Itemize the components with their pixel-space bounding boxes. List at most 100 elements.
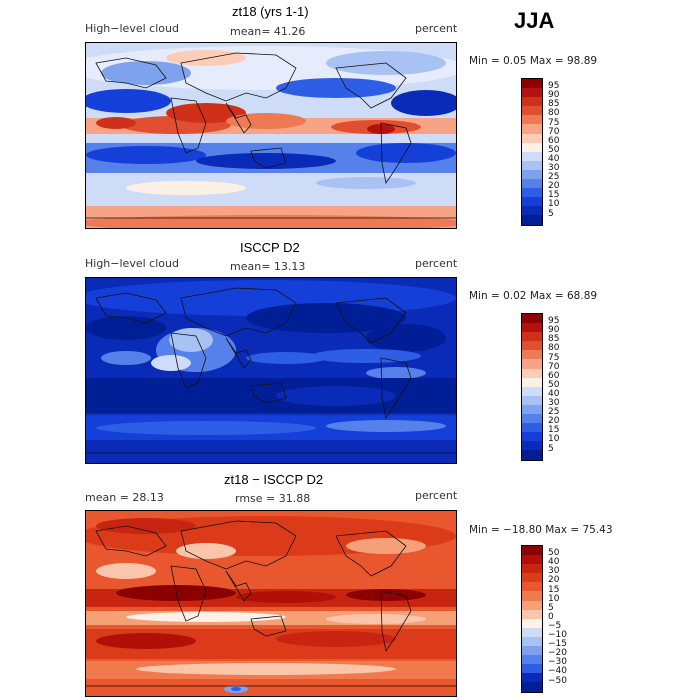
colorbar-difference: 50 40 30 20 15 10 5 0 −5 −10 −15 −20 −30 −40 −50 (521, 545, 567, 693)
season-label: JJA (514, 8, 555, 33)
colorbar-swatch (521, 655, 543, 665)
colorbar-swatch (521, 395, 543, 405)
colorbar-swatch (521, 368, 543, 378)
colorbar-tick-label: −50 (548, 675, 567, 686)
map-observed-field (86, 278, 456, 463)
colorbar-swatch (521, 197, 543, 207)
colorbar-observed: 95 90 85 80 75 70 60 50 40 30 25 20 15 10 5 (521, 313, 559, 461)
colorbar-tick-label: 0 (548, 611, 554, 622)
colorbar-swatch (521, 600, 543, 610)
variable-label: High−level cloud (85, 22, 179, 35)
colorbar-swatch (521, 142, 543, 152)
colorbar-tick-label: 20 (548, 575, 560, 586)
colorbar-tick-label: 50 (548, 144, 560, 155)
units-label: percent (415, 22, 458, 35)
units-label: percent (415, 489, 458, 502)
colorbar-swatch (521, 423, 543, 433)
colorbar-swatch (521, 359, 543, 369)
map-model (85, 42, 457, 229)
colorbar-swatch (521, 124, 543, 134)
colorbar-swatch (521, 160, 543, 170)
colorbar-tick-label: 15 (548, 584, 560, 595)
colorbar-swatch (521, 414, 543, 424)
colorbar-boxes (521, 78, 543, 226)
colorbar-tick-label: 25 (548, 172, 560, 183)
colorbar-swatch (521, 636, 543, 647)
panel-title: ISCCP D2 (240, 240, 300, 255)
variable-label: High−level cloud (85, 257, 179, 270)
colorbar-tick-label: 60 (548, 135, 560, 146)
colorbar-swatch (521, 441, 543, 451)
colorbar-tick-label: 20 (548, 416, 560, 427)
panel-title: zt18 (yrs 1-1) (232, 4, 309, 19)
colorbar-swatch (521, 341, 543, 351)
colorbar-tick-label: 5 (548, 208, 554, 219)
map-model-field (86, 43, 456, 228)
map-difference-field (86, 511, 456, 696)
colorbar-tick-label: 70 (548, 126, 560, 137)
colorbar-tick-label: −15 (548, 639, 567, 650)
min-max-label: Min = 0.02 Max = 68.89 (469, 290, 598, 302)
colorbar-tick-label: 95 (548, 316, 560, 327)
colorbar-tick-label: 60 (548, 370, 560, 381)
colorbar-tick-label: 90 (548, 90, 560, 101)
colorbar-tick-label: 40 (548, 557, 560, 568)
colorbar-swatch (521, 582, 543, 592)
colorbar-swatch (521, 313, 543, 324)
colorbar-swatch (521, 573, 543, 583)
colorbar-swatch (521, 188, 543, 198)
colorbar-tick-label: 95 (548, 81, 560, 92)
colorbar-tick-label: 70 (548, 361, 560, 372)
colorbar-swatch (521, 618, 543, 628)
colorbar-swatch (521, 323, 543, 333)
colorbar-swatch (521, 673, 543, 683)
colorbar-swatch (521, 206, 543, 216)
colorbar-swatch (521, 555, 543, 565)
colorbar-swatch (521, 169, 543, 180)
map-difference (85, 510, 457, 697)
colorbar-tick-label: −10 (548, 630, 567, 640)
colorbar-swatch (521, 646, 543, 656)
colorbar-tick-label: 80 (548, 343, 560, 354)
colorbar-tick-label: 40 (548, 388, 560, 399)
colorbar-swatch (521, 106, 543, 116)
units-label: percent (415, 257, 458, 270)
colorbar-boxes (521, 545, 543, 693)
colorbar-swatch (521, 682, 543, 693)
colorbar-tick-label: 40 (548, 153, 560, 164)
colorbar-tick-label: −20 (548, 648, 567, 659)
colorbar-swatch (521, 564, 543, 574)
colorbar-swatch (521, 97, 543, 107)
colorbar-swatch (521, 404, 543, 415)
colorbar-swatch (521, 151, 543, 161)
colorbar-tick-label: 30 (548, 163, 560, 173)
colorbar-swatch (521, 450, 543, 461)
colorbar-swatch (521, 609, 543, 619)
mean-label: mean = 28.13 (85, 491, 164, 504)
colorbar-tick-label: 30 (548, 398, 560, 408)
colorbar-boxes (521, 313, 543, 461)
colorbar-swatch (521, 386, 543, 396)
colorbar-tick-label: 10 (548, 434, 560, 445)
colorbar-tick-label: 75 (548, 117, 560, 128)
colorbar-tick-label: 10 (548, 199, 560, 210)
mean-label: mean= 13.13 (230, 260, 306, 273)
colorbar-tick-label: −40 (548, 666, 567, 677)
colorbar-swatch (521, 591, 543, 601)
map-observed (85, 277, 457, 464)
colorbar-tick-label: 50 (548, 379, 560, 390)
colorbar-tick-label: 5 (548, 443, 554, 454)
colorbar-swatch (521, 179, 543, 189)
colorbar-swatch (521, 215, 543, 226)
colorbar-swatch (521, 78, 543, 89)
colorbar-model: 95 90 85 80 75 70 60 50 40 30 25 20 15 10 5 (521, 78, 559, 226)
colorbar-tick-label: −30 (548, 657, 567, 668)
colorbar-swatch (521, 432, 543, 442)
colorbar-tick-label: 85 (548, 334, 560, 345)
colorbar-tick-label: 10 (548, 593, 560, 604)
colorbar-swatch (521, 664, 543, 674)
colorbar-tick-label: 90 (548, 325, 560, 336)
colorbar-tick-label: 75 (548, 352, 560, 363)
colorbar-swatch (521, 332, 543, 342)
colorbar-swatch (521, 88, 543, 98)
